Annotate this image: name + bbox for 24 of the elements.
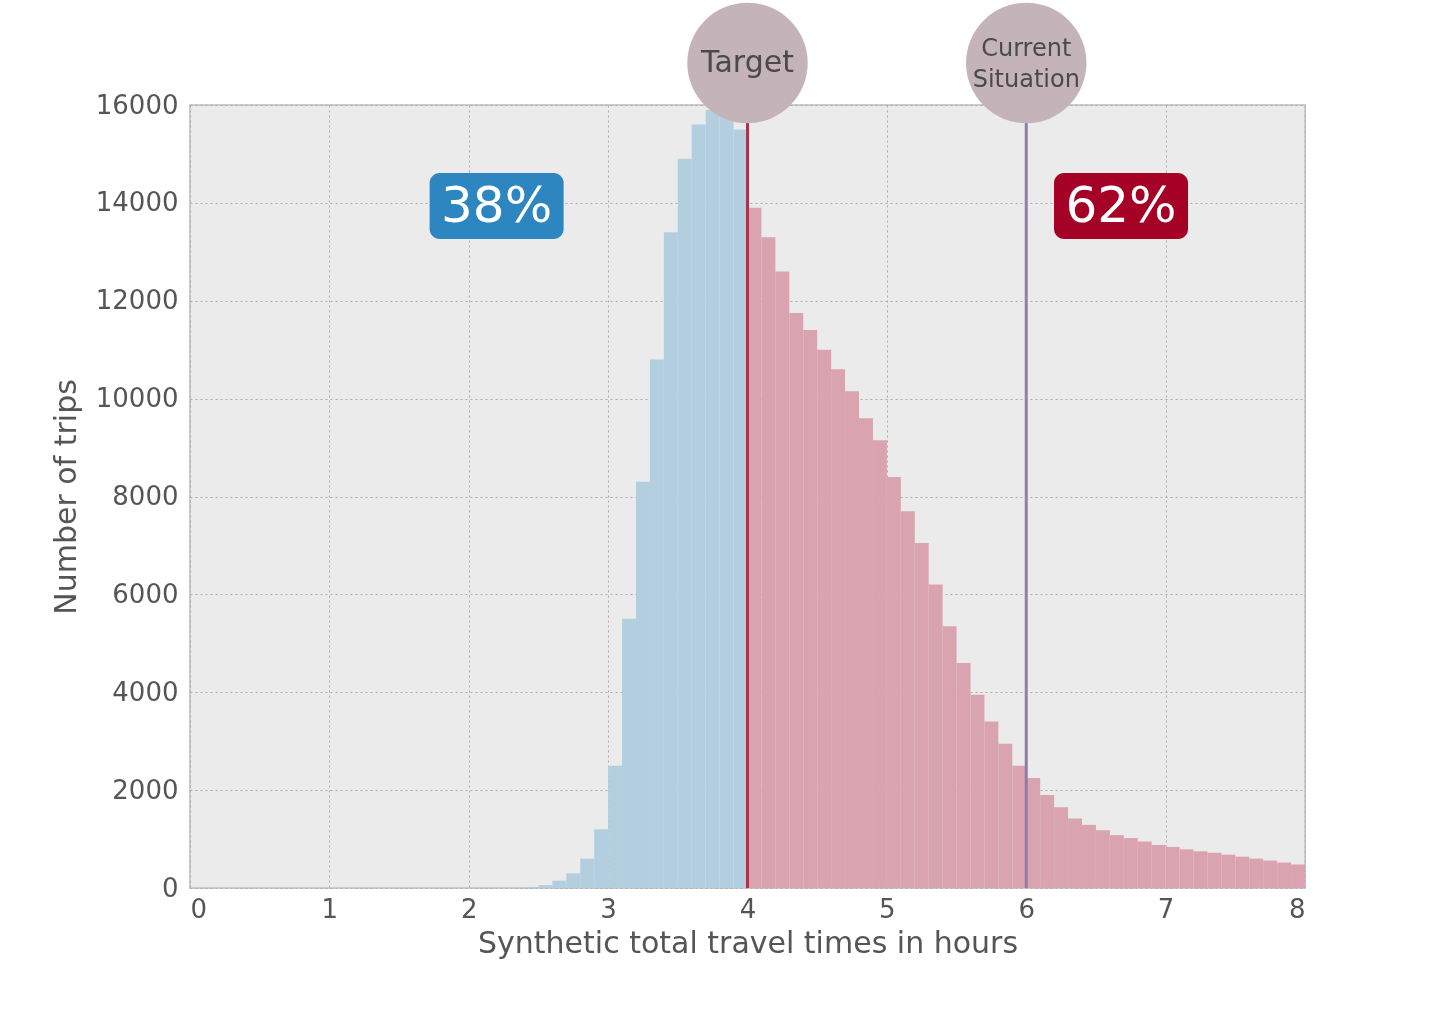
y-tick-label: 6000 <box>112 578 179 609</box>
x-tick-label: 1 <box>321 893 339 924</box>
x-tick-label: 3 <box>600 893 617 924</box>
y-tick-label: 14000 <box>95 187 179 218</box>
y-tick-label: 12000 <box>95 285 179 316</box>
y-axis-title: Number of trips <box>47 379 83 615</box>
x-tick-label: 4 <box>739 893 757 924</box>
y-tick-label: 2000 <box>112 774 179 805</box>
y-tick-label: 10000 <box>95 383 179 414</box>
annotation: 38% <box>441 176 553 234</box>
x-tick-label: 5 <box>879 893 896 924</box>
x-axis-title: Synthetic total travel times in hours <box>477 924 1019 960</box>
ref-line-label: Target <box>700 44 795 79</box>
x-tick-label: 8 <box>1288 893 1306 924</box>
y-tick-label: 16000 <box>95 89 179 120</box>
annotation: 62% <box>1065 176 1177 234</box>
x-tick-label: 7 <box>1157 893 1175 924</box>
y-tick-label: 0 <box>161 872 179 903</box>
y-tick-label: 4000 <box>112 676 179 707</box>
x-tick-label: 2 <box>460 893 478 924</box>
x-tick-label: 6 <box>1018 893 1036 924</box>
ref-line-label: Current Situation <box>972 34 1080 93</box>
y-tick-label: 8000 <box>112 481 179 511</box>
x-tick-label: 0 <box>190 893 208 924</box>
